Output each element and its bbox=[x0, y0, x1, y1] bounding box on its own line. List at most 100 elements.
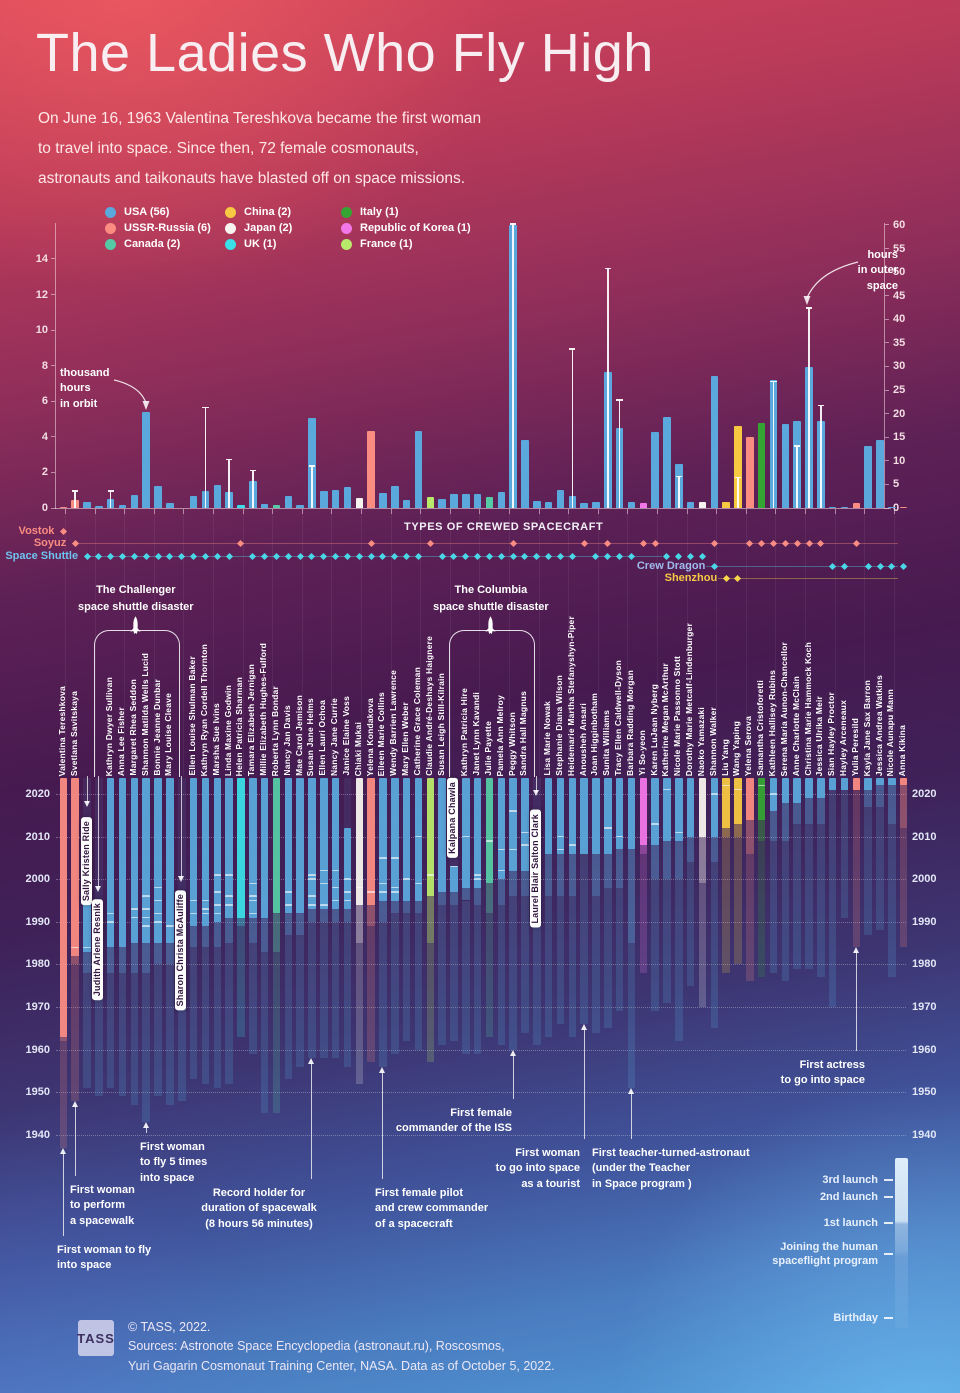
baseline-minor-tick bbox=[745, 509, 747, 514]
year-label-left: 2000 bbox=[25, 873, 50, 886]
column-guide bbox=[213, 513, 214, 775]
launch-tick bbox=[568, 844, 577, 846]
spacecraft-flight-marker bbox=[166, 552, 174, 560]
timeline-training bbox=[497, 879, 506, 905]
spacecraft-row-line bbox=[706, 565, 898, 567]
astronaut-name-label: Kathryn Dwyer Sullivan bbox=[104, 676, 115, 776]
timeline-active bbox=[106, 778, 115, 948]
eva-whisker-line bbox=[796, 446, 798, 508]
astronaut-name-label: Roberta Lynn Bondar bbox=[269, 685, 280, 776]
orbit-bar bbox=[485, 497, 494, 508]
timeline-pre-program bbox=[627, 943, 636, 1088]
spacecraft-flight-marker bbox=[805, 539, 813, 548]
deceased-leader-arrow bbox=[95, 886, 102, 892]
timeline-training bbox=[722, 828, 730, 837]
timeline-pre-program bbox=[260, 951, 269, 1114]
legend-item: USA (56) bbox=[105, 206, 211, 218]
spacecraft-flight-marker bbox=[722, 574, 730, 582]
baseline-minor-tick bbox=[834, 509, 836, 514]
legend-label: USA (56) bbox=[124, 206, 170, 218]
timeline-pre-program bbox=[651, 879, 659, 1012]
right-axis-tick-label: 20 bbox=[893, 407, 906, 420]
timeline-active bbox=[793, 778, 801, 803]
milestone-annotation-line: to go into space bbox=[780, 1074, 865, 1087]
timeline-pre-program bbox=[757, 840, 766, 978]
timeline-pre-program bbox=[840, 789, 849, 918]
timeline-pre-program bbox=[899, 828, 908, 948]
year-label-right: 1990 bbox=[912, 915, 937, 928]
legend-tick-label: 1st launch bbox=[823, 1217, 878, 1229]
orbit-bar bbox=[379, 492, 387, 508]
orbit-bar bbox=[710, 376, 719, 508]
timeline-training bbox=[639, 845, 648, 854]
spacecraft-flight-marker bbox=[450, 552, 458, 560]
orbit-bar bbox=[746, 436, 754, 508]
legend-item: UK (1) bbox=[225, 238, 292, 250]
footer-source-1: Sources: Astronote Space Encyclopedia (a… bbox=[128, 1339, 505, 1354]
column-guide bbox=[893, 513, 895, 775]
eva-whisker-cap bbox=[107, 490, 114, 493]
legend-color-dot bbox=[341, 206, 352, 218]
astronaut-name-label: Pamela Ann Melroy bbox=[494, 694, 505, 777]
timeline-pre-program bbox=[580, 853, 588, 1025]
astronaut-name-label: Heidemarie Martha Stefanyshyn-Piper bbox=[565, 615, 576, 776]
launch-tick bbox=[284, 891, 292, 893]
legend-label: Canada (2) bbox=[124, 238, 181, 250]
spacecraft-flight-marker bbox=[876, 562, 884, 570]
spacecraft-flight-marker bbox=[698, 552, 707, 560]
orbit-bar bbox=[698, 501, 707, 508]
astronaut-name-label: Peggy Whitson bbox=[506, 712, 517, 776]
spacecraft-flight-marker bbox=[71, 539, 79, 548]
orbit-bar bbox=[864, 445, 872, 508]
milestone-arrow-line bbox=[382, 1071, 384, 1179]
astronaut-name-label: Janet Lynn Kavandi bbox=[471, 692, 482, 776]
baseline-minor-tick bbox=[657, 509, 658, 514]
timeline-pre-program bbox=[201, 947, 210, 1084]
timeline-active bbox=[260, 778, 269, 918]
milestone-arrow-head bbox=[509, 1049, 516, 1056]
spacecraft-flight-marker bbox=[509, 539, 517, 548]
legend-item: China (2) bbox=[225, 206, 292, 218]
timeline-pre-program bbox=[864, 806, 872, 935]
milestone-annotation-line: commander of the ISS bbox=[395, 1122, 512, 1135]
astronaut-name-label: Eileen Marie Collins bbox=[376, 691, 387, 776]
footer-copyright: © TASS, 2022. bbox=[128, 1320, 211, 1334]
legend-tick-label: 3rd launch bbox=[822, 1174, 878, 1186]
left-axis-tick bbox=[51, 507, 55, 509]
launch-tick bbox=[651, 823, 659, 825]
spacecraft-flight-marker bbox=[142, 552, 150, 560]
timeline-training bbox=[379, 900, 387, 922]
orbit-bar bbox=[213, 484, 221, 508]
milestone-annotation: First actress to go into space bbox=[768, 1058, 865, 1089]
left-axis-tick bbox=[51, 471, 55, 473]
timeline-active bbox=[213, 778, 221, 922]
timeline-pre-program bbox=[379, 921, 387, 1067]
astronaut-name-label: Marsha Sue Ivins bbox=[210, 703, 221, 776]
orbit-bar bbox=[355, 498, 364, 508]
timeline-active bbox=[864, 778, 872, 790]
timeline-pre-program bbox=[178, 943, 186, 1101]
left-axis-tick-label: 2 bbox=[41, 466, 48, 479]
year-label-left: 1940 bbox=[25, 1128, 50, 1141]
orbit-bar bbox=[663, 417, 671, 508]
orbit-bar bbox=[189, 495, 198, 508]
spacecraft-flight-marker bbox=[864, 562, 872, 570]
milestone-arrow-head bbox=[71, 1100, 78, 1107]
timeline-active bbox=[71, 778, 79, 956]
timeline-training bbox=[592, 853, 600, 897]
orbit-bar bbox=[899, 506, 908, 508]
spacecraft-flight-marker bbox=[190, 552, 198, 560]
launch-tick bbox=[675, 831, 683, 834]
timeline-training bbox=[793, 802, 801, 824]
timeline-active bbox=[473, 778, 482, 888]
timeline-training bbox=[568, 853, 577, 897]
spacecraft-row-label: Crew Dragon bbox=[636, 559, 706, 572]
timeline-active bbox=[828, 778, 837, 790]
baseline-minor-tick bbox=[716, 509, 718, 514]
column-guide bbox=[183, 513, 185, 775]
tass-logo: TASS bbox=[77, 1320, 114, 1356]
timeline-active bbox=[580, 778, 588, 854]
year-label-right: 2000 bbox=[912, 873, 937, 886]
astronaut-name-label: Margaret Rhea Seddon bbox=[127, 679, 138, 776]
launch-tick bbox=[106, 921, 115, 923]
